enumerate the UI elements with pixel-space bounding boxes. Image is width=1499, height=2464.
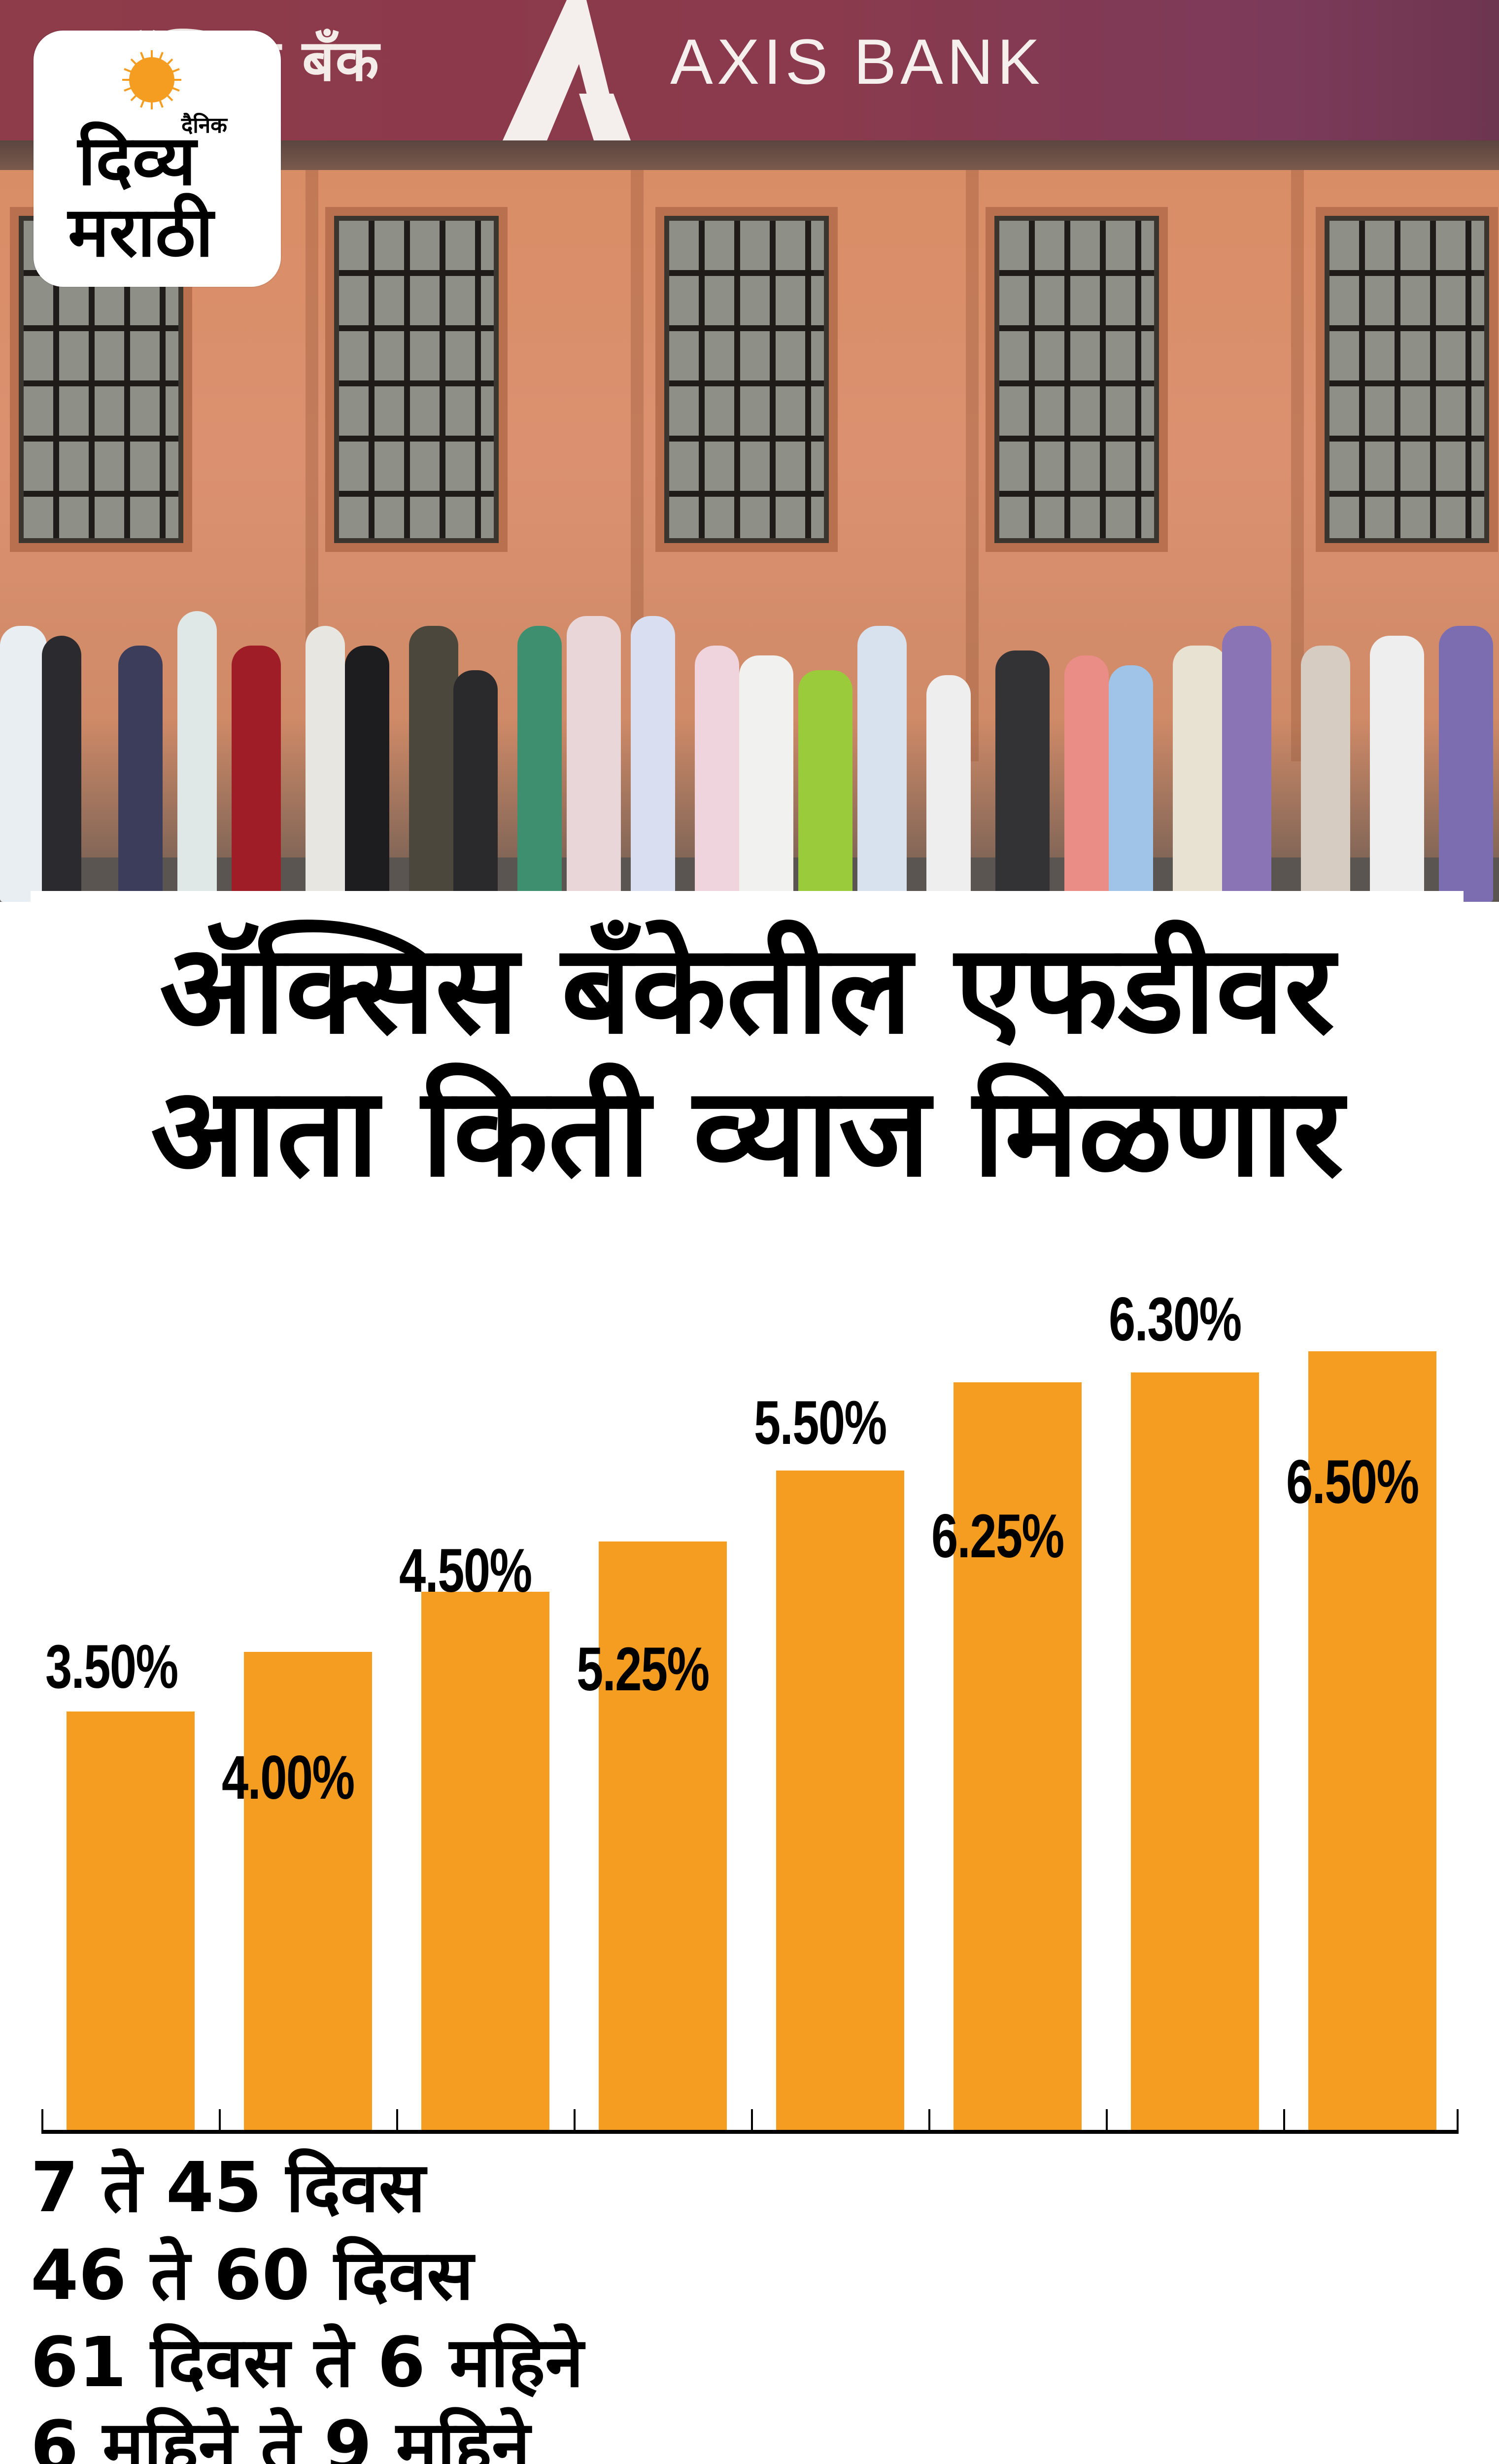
bar-9-months-1-year [776,1471,904,2130]
bar-3-10-years [1308,1351,1436,2130]
x-axis-tick [574,2109,576,2132]
bar-value-label: 6.25% [931,1502,1064,1571]
legend-item: 7 ते 45 दिवस [31,2148,426,2228]
legend-item: 6 महिने ते 9 महिने [31,2406,530,2464]
bar-46-60-days [244,1652,372,2130]
people-queue [0,582,1499,902]
building-window [1316,207,1498,552]
x-axis-line [41,2130,1459,2134]
logo-dainik-text: दैनिक [181,113,227,138]
bar-value-label: 6.30% [1109,1285,1242,1354]
legend-item: 61 दिवस ते 6 महिने [31,2323,584,2403]
divya-marathi-logo: दैनिक दिव्य मराठी [34,31,281,287]
bank-signboard: ॲक्सिस बँक AXIS BANK [0,0,1499,170]
bar-7-45-days [67,1711,195,2130]
legend-item: 46 ते 60 दिवस [31,2235,474,2316]
headline: ॲक्सिस बँकेतील एफडीवर आता किती व्याज मिळ… [31,891,1464,1266]
header-photo: ॲक्सिस बँक AXIS BANK [0,0,1499,902]
bar-value-label: 4.00% [222,1744,355,1812]
logo-divya-text: दिव्य [78,121,196,201]
bar-value-label: 3.50% [45,1633,178,1701]
x-axis-tick [1283,2109,1285,2132]
building-window [325,207,508,552]
headline-line-2: आता किती व्याज मिळणार [150,1061,1344,1204]
x-axis-tick [1457,2109,1459,2132]
x-axis-tick [219,2109,221,2132]
x-axis-tick [396,2109,398,2132]
bar-6-9-months [599,1541,727,2130]
bar-18-months-3-years [1131,1372,1259,2130]
bar-value-label: 6.50% [1286,1448,1419,1516]
fd-rate-bar-chart: 3.50% 4.00% 4.50% 5.25% 5.50% 6.25% 6.30… [0,1281,1499,2149]
headline-line-1: ॲक्सिस बँकेतील एफडीवर [159,918,1335,1061]
x-axis-tick [751,2109,753,2132]
x-axis-tick [928,2109,930,2132]
logo-marathi-text: मराठी [68,192,213,273]
sun-icon [122,50,181,109]
wall-pillar [966,170,979,761]
bar-61-days-6-months [421,1592,549,2130]
bar-value-label: 5.50% [754,1389,887,1457]
bar-1-year-18-months [954,1382,1082,2130]
building-window [655,207,838,552]
bar-value-label: 5.25% [577,1635,710,1704]
bar-value-label: 4.50% [399,1537,532,1605]
x-axis-tick [41,2109,43,2132]
building-window [986,207,1168,552]
x-axis-tick [1106,2109,1108,2132]
sign-english-text: AXIS BANK [670,26,1044,98]
axis-bank-logo-icon [503,0,631,140]
